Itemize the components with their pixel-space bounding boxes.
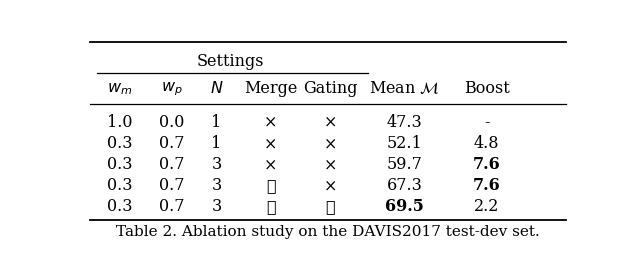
Text: Settings: Settings <box>196 53 264 70</box>
Text: 3: 3 <box>211 177 221 194</box>
Text: Boost: Boost <box>464 80 509 97</box>
Text: $w_m$: $w_m$ <box>107 80 132 97</box>
Text: 0.3: 0.3 <box>107 198 132 215</box>
Text: 0.3: 0.3 <box>107 177 132 194</box>
Text: -: - <box>484 114 490 131</box>
Text: $N$: $N$ <box>210 80 223 97</box>
Text: 4.8: 4.8 <box>474 135 499 152</box>
Text: ✓: ✓ <box>266 198 276 215</box>
Text: ×: × <box>324 156 337 173</box>
Text: Gating: Gating <box>303 80 358 97</box>
Text: 3: 3 <box>211 198 221 215</box>
Text: 2.2: 2.2 <box>474 198 499 215</box>
Text: ×: × <box>324 135 337 152</box>
Text: ✓: ✓ <box>326 198 335 215</box>
Text: 0.7: 0.7 <box>159 177 184 194</box>
Text: 52.1: 52.1 <box>387 135 423 152</box>
Text: 47.3: 47.3 <box>387 114 423 131</box>
Text: Merge: Merge <box>244 80 298 97</box>
Text: 7.6: 7.6 <box>473 156 500 173</box>
Text: 0.3: 0.3 <box>107 156 132 173</box>
Text: ×: × <box>324 177 337 194</box>
Text: 3: 3 <box>211 156 221 173</box>
Text: ✓: ✓ <box>266 177 276 194</box>
Text: ×: × <box>324 114 337 131</box>
Text: Table 2. Ablation study on the DAVIS2017 test-dev set.: Table 2. Ablation study on the DAVIS2017… <box>116 225 540 239</box>
Text: $w_p$: $w_p$ <box>161 80 182 98</box>
Text: 0.3: 0.3 <box>107 135 132 152</box>
Text: 1.0: 1.0 <box>107 114 132 131</box>
Text: ×: × <box>264 114 278 131</box>
Text: 59.7: 59.7 <box>387 156 423 173</box>
Text: 0.0: 0.0 <box>159 114 184 131</box>
Text: 0.7: 0.7 <box>159 198 184 215</box>
Text: 7.6: 7.6 <box>473 177 500 194</box>
Text: 0.7: 0.7 <box>159 156 184 173</box>
Text: 67.3: 67.3 <box>387 177 423 194</box>
Text: 1: 1 <box>211 114 221 131</box>
Text: 69.5: 69.5 <box>385 198 424 215</box>
Text: ×: × <box>264 156 278 173</box>
Text: Mean $\mathcal{M}$: Mean $\mathcal{M}$ <box>369 80 440 97</box>
Text: ×: × <box>264 135 278 152</box>
Text: 1: 1 <box>211 135 221 152</box>
Text: 0.7: 0.7 <box>159 135 184 152</box>
